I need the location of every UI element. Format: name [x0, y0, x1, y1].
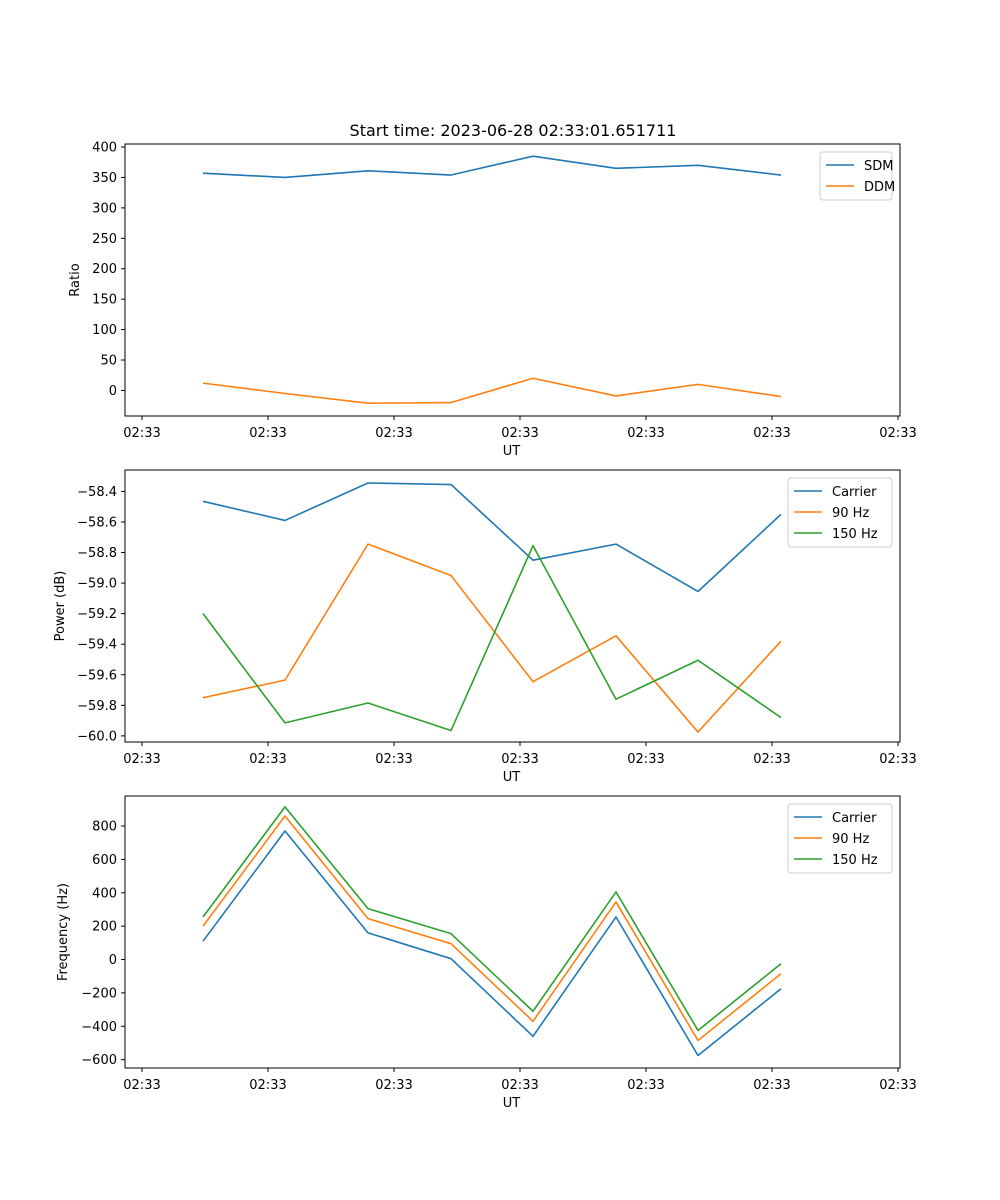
y-tick-label: 150: [92, 293, 117, 308]
axes-frame: [124, 143, 901, 417]
legend-entry: 90 Hz: [832, 506, 869, 521]
y-tick-label: 200: [92, 920, 117, 935]
x-tick-label: 02:33: [753, 1078, 790, 1093]
x-tick-label: 02:33: [249, 1078, 286, 1093]
legend: SDM DDM: [819, 151, 895, 201]
legend-entry: 90 Hz: [832, 832, 869, 847]
x-tick-label: 02:33: [879, 752, 916, 767]
y-tick-label: 350: [92, 171, 117, 186]
y-axis-label: Power (dB): [53, 571, 68, 642]
y-axis-label: Frequency (Hz): [56, 883, 71, 981]
x-tick-label: 02:33: [501, 752, 538, 767]
legend-frame: [787, 477, 893, 548]
y-tick-label: −58.6: [77, 515, 117, 530]
x-tick-label: 02:33: [249, 752, 286, 767]
figure-title: Start time: 2023-06-28 02:33:01.651711: [350, 121, 677, 140]
y-tick-label: 0: [109, 953, 117, 968]
y-tick-label: 50: [100, 354, 117, 369]
x-tick-label: 02:33: [879, 1078, 916, 1093]
y-tick-label: −59.4: [77, 638, 117, 653]
y-tick-label: 400: [92, 141, 117, 156]
x-tick-label: 02:33: [501, 426, 538, 441]
x-tick-label: 02:33: [501, 1078, 538, 1093]
legend-entry: Carrier: [832, 485, 877, 500]
x-tick-label: 02:33: [249, 426, 286, 441]
y-tick-label: 100: [92, 323, 117, 338]
x-tick-label: 02:33: [375, 752, 412, 767]
x-tick-label: 02:33: [123, 1078, 160, 1093]
y-tick-label: 400: [92, 886, 117, 901]
y-tick-label: 600: [92, 853, 117, 868]
x-tick-label: 02:33: [375, 426, 412, 441]
x-axis-label: UT: [503, 1096, 521, 1111]
legend-entry: DDM: [864, 180, 895, 195]
series-line-1: [202, 155, 782, 179]
legend-entry: Carrier: [832, 811, 877, 826]
x-tick-label: 02:33: [879, 426, 916, 441]
x-tick-label: 02:33: [627, 752, 664, 767]
y-tick-label: −59.8: [77, 699, 117, 714]
y-tick-label: −58.8: [77, 546, 117, 561]
y-tick-label: −200: [81, 986, 117, 1001]
chart-panel-2: −60.0 −59.8 −59.6 −59.4 −59.2 −59.0 −58.8 −58.6…: [53, 469, 917, 785]
legend-entry: SDM: [864, 159, 893, 174]
series-line-3: [202, 544, 782, 732]
series-line-2: [202, 815, 782, 1042]
chart-panel-1: 0 50 100 150 200 250 300 350 400 02:33 02:33 02:33 0…: [68, 141, 917, 459]
x-tick-label: 02:33: [123, 752, 160, 767]
x-tick-label: 02:33: [627, 426, 664, 441]
y-tick-label: 200: [92, 262, 117, 277]
y-tick-label: −59.2: [77, 607, 117, 622]
x-axis-label: UT: [503, 770, 521, 785]
y-tick-label: −59.0: [77, 577, 117, 592]
x-tick-label: 02:33: [627, 1078, 664, 1093]
x-tick-label: 02:33: [375, 1078, 412, 1093]
y-tick-label: −60.0: [77, 729, 117, 744]
x-tick-label: 02:33: [123, 426, 160, 441]
x-axis-label: UT: [503, 444, 521, 459]
axes-frame: [124, 469, 901, 743]
chart-panels: 0 50 100 150 200 250 300 350 400 02:33 02:33 02:33 0…: [53, 141, 917, 1111]
y-tick-label: 250: [92, 232, 117, 247]
legend: Carrier 90 Hz 150 Hz: [787, 803, 893, 874]
legend-entry: 150 Hz: [832, 527, 878, 542]
legend-frame: [787, 803, 893, 874]
chart-panel-3: −600 −400 −200 0 200 400 600 800 02:33 02:33 02:33…: [56, 795, 917, 1111]
y-tick-label: 300: [92, 201, 117, 216]
y-tick-label: 0: [109, 384, 117, 399]
x-tick-label: 02:33: [753, 752, 790, 767]
y-tick-label: −59.6: [77, 668, 117, 683]
series-line-2: [202, 377, 782, 405]
y-tick-label: −58.4: [77, 485, 117, 500]
series-line-1: [202, 830, 782, 1057]
legend-entry: 150 Hz: [832, 853, 878, 868]
y-tick-label: −600: [81, 1053, 117, 1068]
series-line-3: [202, 806, 782, 1032]
axes-frame: [124, 795, 901, 1069]
series-line-1: [202, 482, 782, 593]
y-axis-label: Ratio: [68, 263, 83, 296]
y-tick-label: −400: [81, 1020, 117, 1035]
series-line-2: [202, 543, 782, 733]
legend-frame: [819, 151, 893, 201]
y-tick-label: 800: [92, 820, 117, 835]
legend: Carrier 90 Hz 150 Hz: [787, 477, 893, 548]
x-tick-label: 02:33: [753, 426, 790, 441]
